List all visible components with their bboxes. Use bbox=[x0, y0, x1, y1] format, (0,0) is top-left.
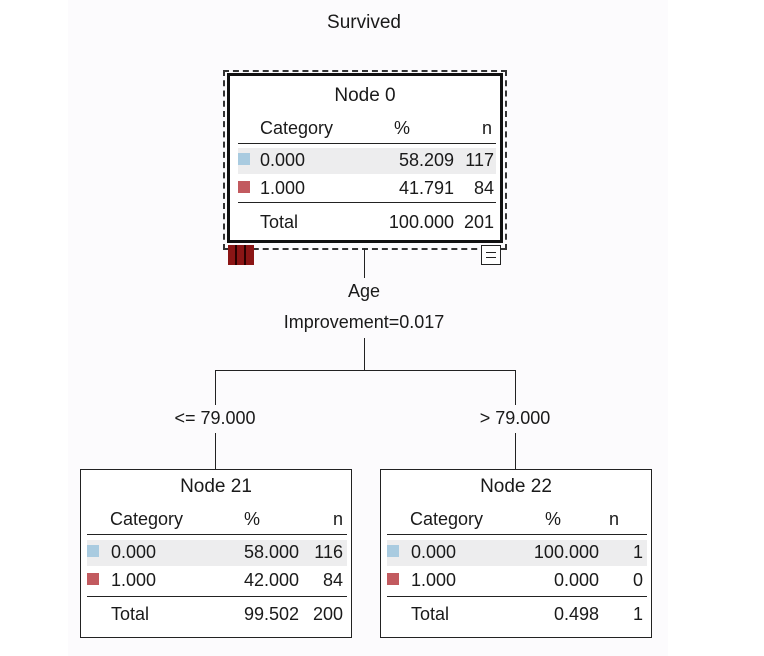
node-bar-divider bbox=[244, 245, 246, 265]
category-label: 1.000 bbox=[260, 178, 305, 199]
col-header-n: n bbox=[609, 509, 619, 530]
category-n: 1 bbox=[599, 542, 643, 563]
category-n: 84 bbox=[454, 178, 494, 199]
total-n: 201 bbox=[454, 212, 494, 233]
col-header-n: n bbox=[482, 118, 492, 139]
category-label: 1.000 bbox=[111, 570, 156, 591]
minus-bar bbox=[486, 252, 496, 253]
category-percent: 0.000 bbox=[499, 570, 599, 591]
total-label: Total bbox=[411, 604, 449, 625]
node-22[interactable]: Node 22 Category % n 0.000 100.000 1 1.0… bbox=[380, 469, 652, 638]
category-percent: 41.791 bbox=[358, 178, 454, 199]
total-percent: 99.502 bbox=[203, 604, 299, 625]
header-rule bbox=[238, 143, 496, 144]
col-header-n: n bbox=[333, 509, 343, 530]
category-0-swatch bbox=[387, 545, 399, 557]
total-rule bbox=[387, 596, 647, 597]
category-n: 117 bbox=[454, 150, 494, 171]
category-label: 1.000 bbox=[411, 570, 456, 591]
category-row: 0.000 100.000 1 bbox=[387, 540, 647, 566]
total-label: Total bbox=[111, 604, 149, 625]
total-rule bbox=[87, 596, 347, 597]
category-0-swatch bbox=[238, 153, 250, 165]
connector bbox=[515, 433, 516, 469]
category-label: 0.000 bbox=[260, 150, 305, 171]
header-rule bbox=[387, 534, 647, 535]
col-header-category: Category bbox=[410, 509, 483, 530]
connector bbox=[364, 338, 365, 370]
category-row: 1.000 42.000 84 bbox=[87, 568, 347, 594]
node-21[interactable]: Node 21 Category % n 0.000 58.000 116 1.… bbox=[80, 469, 352, 638]
connector bbox=[215, 433, 216, 469]
total-percent: 100.000 bbox=[358, 212, 454, 233]
category-percent: 100.000 bbox=[499, 542, 599, 563]
total-n: 200 bbox=[299, 604, 343, 625]
category-1-swatch bbox=[238, 181, 250, 193]
col-header-category: Category bbox=[110, 509, 183, 530]
connector bbox=[215, 370, 516, 371]
minus-bar bbox=[486, 257, 496, 258]
category-percent: 58.000 bbox=[203, 542, 299, 563]
node-bar-divider bbox=[235, 245, 237, 265]
category-n: 116 bbox=[299, 542, 343, 563]
category-percent: 58.209 bbox=[358, 150, 454, 171]
branch-label-left: <= 79.000 bbox=[135, 408, 295, 429]
category-label: 0.000 bbox=[411, 542, 456, 563]
category-0-swatch bbox=[87, 545, 99, 557]
category-label: 0.000 bbox=[111, 542, 156, 563]
connector bbox=[364, 248, 365, 278]
col-header-percent: % bbox=[244, 509, 260, 530]
category-n: 84 bbox=[299, 570, 343, 591]
category-percent: 42.000 bbox=[203, 570, 299, 591]
connector bbox=[515, 370, 516, 405]
total-label: Total bbox=[260, 212, 298, 233]
split-variable: Age bbox=[264, 281, 464, 302]
total-n: 1 bbox=[599, 604, 643, 625]
total-rule bbox=[238, 202, 496, 203]
split-improvement: Improvement=0.017 bbox=[214, 312, 514, 333]
node-bar-icon bbox=[228, 245, 254, 265]
node-0[interactable]: Node 0 Category % n 0.000 58.209 117 1.0… bbox=[227, 73, 503, 243]
col-header-percent: % bbox=[545, 509, 561, 530]
total-row: Total 100.000 201 bbox=[238, 210, 496, 236]
category-1-swatch bbox=[87, 573, 99, 585]
node-title: Node 22 bbox=[381, 476, 651, 498]
branch-label-right: > 79.000 bbox=[435, 408, 595, 429]
category-n: 0 bbox=[599, 570, 643, 591]
col-header-percent: % bbox=[394, 118, 410, 139]
total-row: Total 99.502 200 bbox=[87, 602, 347, 628]
category-1-swatch bbox=[387, 573, 399, 585]
total-percent: 0.498 bbox=[499, 604, 599, 625]
target-title: Survived bbox=[0, 12, 728, 34]
node-title: Node 21 bbox=[81, 476, 351, 498]
category-row: 0.000 58.209 117 bbox=[238, 148, 496, 174]
category-row: 1.000 41.791 84 bbox=[238, 176, 496, 202]
category-row: 0.000 58.000 116 bbox=[87, 540, 347, 566]
header-rule bbox=[87, 534, 347, 535]
node-title: Node 0 bbox=[230, 85, 500, 107]
total-row: Total 0.498 1 bbox=[387, 602, 647, 628]
col-header-category: Category bbox=[260, 118, 333, 139]
connector bbox=[215, 370, 216, 405]
category-row: 1.000 0.000 0 bbox=[387, 568, 647, 594]
collapse-minus-icon[interactable] bbox=[481, 245, 501, 265]
